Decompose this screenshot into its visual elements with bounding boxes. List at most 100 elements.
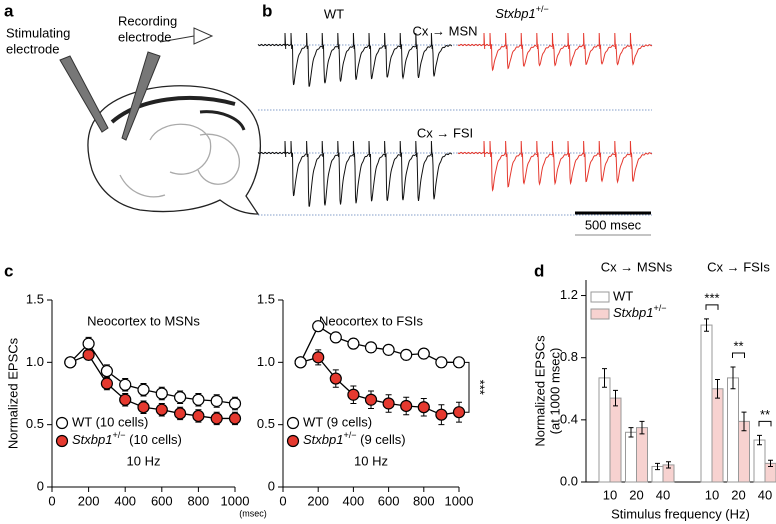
data-point <box>312 351 325 364</box>
bar <box>700 324 713 483</box>
data-point <box>155 387 168 400</box>
stim-artifact <box>337 140 339 158</box>
stim-artifact <box>368 140 371 158</box>
data-point <box>400 399 413 413</box>
x-tick-label: 1000 <box>445 493 474 508</box>
data-point <box>228 412 242 425</box>
stim-artifact <box>306 140 308 158</box>
scale-bar-label: 500 msec <box>585 217 642 232</box>
stim-artifact <box>505 140 507 158</box>
error-bar <box>768 459 773 467</box>
data-point <box>174 391 187 404</box>
stim-artifact <box>536 32 538 50</box>
stim-artifact <box>629 140 632 158</box>
trace <box>457 43 653 72</box>
stim-artifact <box>567 140 570 158</box>
data-point <box>435 408 448 421</box>
x-tick-label: 40 <box>758 487 772 502</box>
x-tick-label: 600 <box>378 493 400 508</box>
stim-artifact <box>567 32 570 50</box>
stim-artifact <box>505 32 507 50</box>
row-label: Cx → MSN <box>413 23 478 38</box>
stim-artifact <box>321 32 324 50</box>
data-point <box>382 397 395 410</box>
stim-artifact <box>290 140 293 158</box>
stim-artifact <box>384 32 386 50</box>
legend-label: WT (9 cells) <box>303 414 372 429</box>
recording-electrode <box>121 51 161 141</box>
x-tick-label: 20 <box>731 487 745 502</box>
error-bar <box>655 462 660 471</box>
data-point <box>119 393 132 406</box>
bar <box>711 388 724 483</box>
error-bar <box>666 461 671 469</box>
stim-artifact <box>489 140 492 158</box>
stim-artifact <box>368 32 371 50</box>
series-line <box>69 342 236 405</box>
panel-label: d <box>534 261 544 280</box>
data-point <box>64 356 77 369</box>
note: 10 Hz <box>354 453 388 468</box>
group-label: Cx → MSNs <box>601 259 673 274</box>
data-point <box>210 394 223 408</box>
data-point <box>137 401 150 414</box>
y-axis-label: (at 1000 msec) <box>547 348 562 435</box>
y-tick-label: 0 <box>268 478 275 493</box>
significance-bracket <box>732 352 745 359</box>
stim-artifact <box>536 140 538 158</box>
trace-label: Stxbp1+/− <box>495 4 549 21</box>
legend-swatch <box>590 291 610 303</box>
trace <box>457 151 653 192</box>
wire <box>159 35 195 43</box>
error-bar <box>757 434 762 446</box>
data-point <box>119 378 132 391</box>
legend-marker <box>286 434 300 448</box>
x-tick-label: 800 <box>413 493 435 508</box>
stim-artifact <box>598 140 601 158</box>
data-point <box>347 337 360 350</box>
legend-label: Stxbp1+/− (10 cells) <box>72 430 182 447</box>
y-tick-label: 0.8 <box>560 349 578 364</box>
stim-artifact <box>483 140 486 158</box>
stim-artifact <box>489 32 492 50</box>
error-bar <box>715 378 720 399</box>
data-point <box>400 348 413 361</box>
stim-artifact <box>306 32 308 50</box>
stim-artifact <box>520 140 523 158</box>
stim-artifact <box>551 140 554 158</box>
y-tick-label: 1.2 <box>560 287 578 302</box>
stim-artifact <box>629 32 632 50</box>
error-bar <box>602 368 607 388</box>
bar <box>625 431 637 483</box>
panel-label: b <box>262 1 272 20</box>
data-point <box>364 341 378 354</box>
bar <box>598 377 611 483</box>
data-point <box>100 364 114 378</box>
stim-artifact <box>415 32 417 50</box>
data-point <box>452 356 466 369</box>
y-tick-label: 0 <box>37 478 44 493</box>
label-line: Recording <box>118 13 177 28</box>
data-point <box>82 337 95 350</box>
y-tick-label: 0.5 <box>257 416 275 431</box>
y-tick-label: 1.0 <box>26 354 44 369</box>
legend-label: Stxbp1+/− <box>613 303 667 320</box>
label-line: electrode <box>118 29 171 44</box>
data-point <box>435 356 448 369</box>
trace <box>257 43 452 87</box>
x-tick-label: 10 <box>705 487 719 502</box>
stim-artifact <box>352 140 355 158</box>
stim-artifact <box>430 32 433 50</box>
data-point <box>192 393 205 406</box>
y-tick-label: 1.0 <box>257 354 275 369</box>
trace-label: WT <box>324 6 344 21</box>
data-point <box>82 348 95 361</box>
stim-artifact <box>551 32 554 50</box>
x-tick-label: 400 <box>343 493 365 508</box>
legend-marker <box>55 416 69 430</box>
x-tick-label: 200 <box>307 493 329 508</box>
stim-artifact <box>415 140 417 158</box>
stimulating-electrode <box>59 55 109 133</box>
series-line <box>300 356 460 416</box>
stim-artifact <box>583 140 585 158</box>
